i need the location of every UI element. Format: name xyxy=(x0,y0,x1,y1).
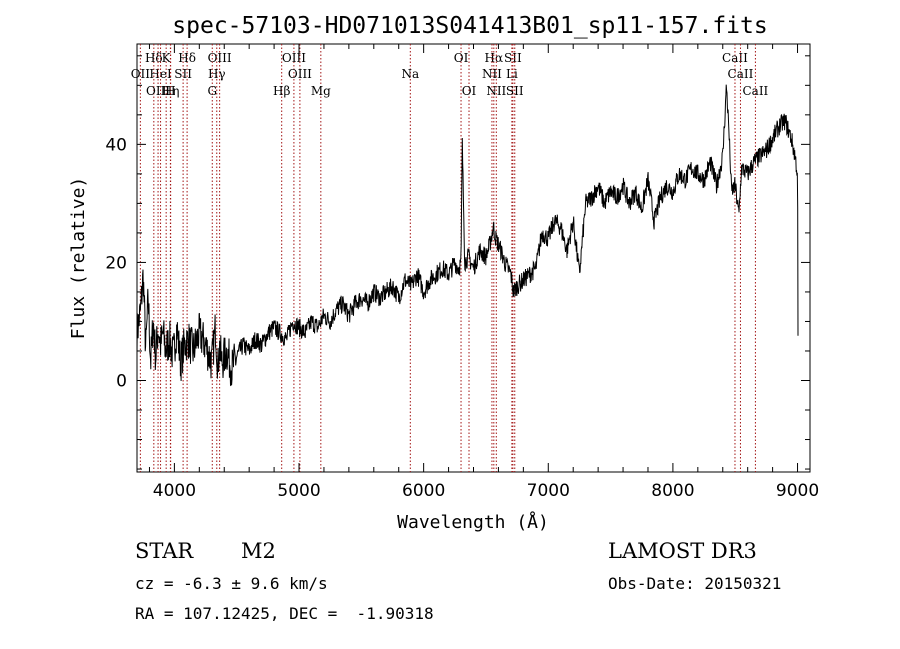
x-tick-label: 4000 xyxy=(153,481,196,501)
x-tick-label: 7000 xyxy=(527,481,570,501)
x-tick-label: 9000 xyxy=(776,481,819,501)
marker-label: HeI xyxy=(149,67,172,81)
observation-date: Obs-Date: 20150321 xyxy=(608,574,782,593)
spectral-subclass: M2 xyxy=(241,539,276,563)
chart-title: spec-57103-HD071013S041413B01_sp11-157.f… xyxy=(172,13,767,39)
marker-label: OIII xyxy=(208,51,232,65)
marker-label: Hα xyxy=(485,51,504,65)
x-axis-label: Wavelength (Å) xyxy=(397,511,549,533)
marker-label: Li xyxy=(506,67,518,81)
spectral-class: STAR xyxy=(135,539,194,563)
marker-label: CaII xyxy=(742,84,768,98)
marker-label: NII xyxy=(482,67,502,81)
survey-name: LAMOST DR3 xyxy=(608,539,757,563)
marker-label: Na xyxy=(401,67,419,81)
y-tick-label: 20 xyxy=(105,253,127,273)
marker-label: K xyxy=(162,51,172,65)
marker-label: CaII xyxy=(728,67,754,81)
marker-label: Hγ xyxy=(208,67,226,81)
y-tick-label: 40 xyxy=(105,135,127,155)
marker-label: OIII xyxy=(146,84,170,98)
marker-label: OI xyxy=(454,51,469,65)
plot-frame xyxy=(136,43,811,473)
x-tick-label: 5000 xyxy=(277,481,320,501)
coordinates: RA = 107.12425, DEC = -1.90318 xyxy=(135,604,434,623)
x-tick-label: 6000 xyxy=(402,481,445,501)
marker-label: CaII xyxy=(722,51,748,65)
marker-label: OI xyxy=(462,84,477,98)
marker-label: G xyxy=(207,84,217,98)
x-tick-label: 8000 xyxy=(651,481,694,501)
axes: 4000 5000 6000 7000 8000 9000 0 20 40 xyxy=(105,44,819,501)
y-tick-label: 0 xyxy=(116,371,127,391)
redshift-value: cz = -6.3 ± 9.6 km/s xyxy=(135,574,328,593)
marker-label: OIII xyxy=(288,67,312,81)
y-axis-label: Flux (relative) xyxy=(68,177,89,340)
marker-label: NII xyxy=(486,84,506,98)
spectrum-line xyxy=(136,84,799,387)
marker-label: OII xyxy=(131,67,151,81)
marker-label: Hβ xyxy=(273,84,290,98)
marker-label: SII xyxy=(174,67,192,81)
marker-label: SII xyxy=(504,51,522,65)
marker-label: H xyxy=(165,84,175,98)
marker-label: Hδ xyxy=(178,51,196,65)
marker-label: Hδ xyxy=(145,51,163,65)
marker-label: OIII xyxy=(282,51,306,65)
marker-label: SII xyxy=(506,84,524,98)
marker-label: Mg xyxy=(311,84,331,98)
